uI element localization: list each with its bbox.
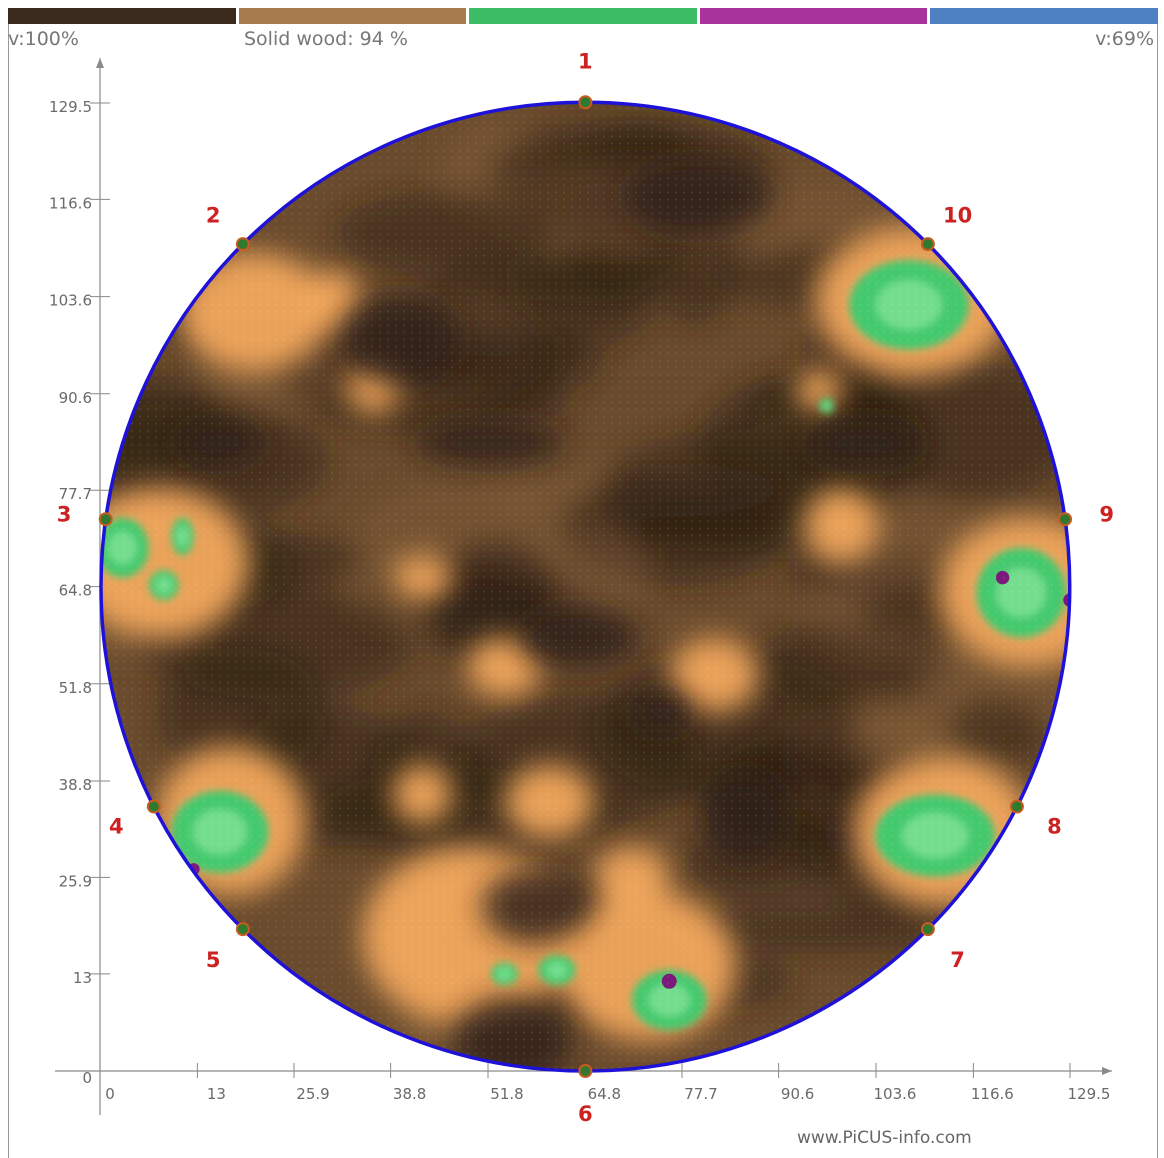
x-tick-label: 0: [105, 1085, 115, 1103]
sensor-label: 3: [57, 502, 72, 526]
y-tick-label: 90.6: [59, 389, 92, 407]
x-tick-label: 77.7: [684, 1085, 717, 1103]
sensor-point: [920, 922, 935, 937]
y-tick-label: 51.8: [59, 679, 92, 697]
trunk-cross-section: [101, 102, 1070, 1072]
sensor-point: [578, 95, 593, 110]
sensor-label: 8: [1047, 815, 1062, 839]
velocity-max-label: v:100%: [8, 28, 79, 50]
x-tick-label: 51.8: [490, 1085, 523, 1103]
sensor-label: 4: [109, 815, 124, 839]
color-scale-segment-blue: [930, 8, 1158, 24]
y-tick-label: 13: [73, 969, 92, 987]
y-tick-label: 129.5: [49, 98, 92, 116]
x-tick-label: 25.9: [296, 1085, 329, 1103]
y-tick-label: 64.8: [59, 582, 92, 600]
solid-wood-percentage: Solid wood: 94 %: [244, 28, 408, 50]
sensor-point: [98, 512, 113, 527]
y-axis-arrow: [96, 58, 104, 68]
color-scale-segment-light-brown: [238, 8, 470, 24]
x-tick-label: 38.8: [393, 1085, 426, 1103]
sensor-label: 2: [206, 203, 221, 227]
sensor-point: [920, 237, 935, 252]
x-tick-label: 129.5: [1068, 1085, 1111, 1103]
x-tick-label: 116.6: [971, 1085, 1014, 1103]
sensor-label: 10: [943, 203, 972, 227]
sensor-point: [1058, 512, 1073, 527]
x-tick-label: 64.8: [588, 1085, 621, 1103]
sensor-point: [578, 1064, 593, 1078]
y-tick-label: 77.7: [59, 485, 92, 503]
sensor-label: 7: [950, 948, 965, 972]
y-tick-label: 116.6: [49, 194, 92, 212]
color-scale-segment-dark-brown: [8, 8, 239, 24]
credit-link[interactable]: www.PiCUS-info.com: [797, 1128, 972, 1148]
x-tick-label: 103.6: [874, 1085, 917, 1103]
x-tick-label: 90.6: [781, 1085, 814, 1103]
velocity-min-label: v:69%: [1095, 28, 1154, 50]
color-scale-segment-green: [469, 8, 700, 24]
tomogram-frame: [8, 24, 1158, 1158]
color-scale-segment-violet: [699, 8, 931, 24]
sensor-point: [235, 922, 250, 937]
sensor-point: [146, 799, 161, 814]
velocity-color-scale: [8, 8, 1158, 24]
y-tick-label: 103.6: [49, 292, 92, 310]
y-tick-label: 25.9: [59, 872, 92, 890]
sensor-label: 5: [206, 948, 221, 972]
sensor-label: 6: [578, 1102, 593, 1126]
sensor-points: 1 2 3 4 5 6 7 8 9 10: [57, 49, 1114, 1126]
sensor-label: 9: [1099, 502, 1114, 526]
sensor-point: [1009, 799, 1024, 814]
y-tick-label: 38.8: [59, 776, 92, 794]
x-axis-arrow: [1102, 1067, 1112, 1075]
cell-grid: [101, 102, 1070, 1072]
y-tick-label: 0: [82, 1069, 92, 1087]
axes: 0 13 25.9 38.8 51.8 64.8 77.7 90.6 103.6 116.6 129…: [49, 58, 1112, 1115]
x-tick-label: 13: [207, 1085, 226, 1103]
sensor-point: [235, 237, 250, 252]
sensor-label: 1: [578, 49, 593, 73]
